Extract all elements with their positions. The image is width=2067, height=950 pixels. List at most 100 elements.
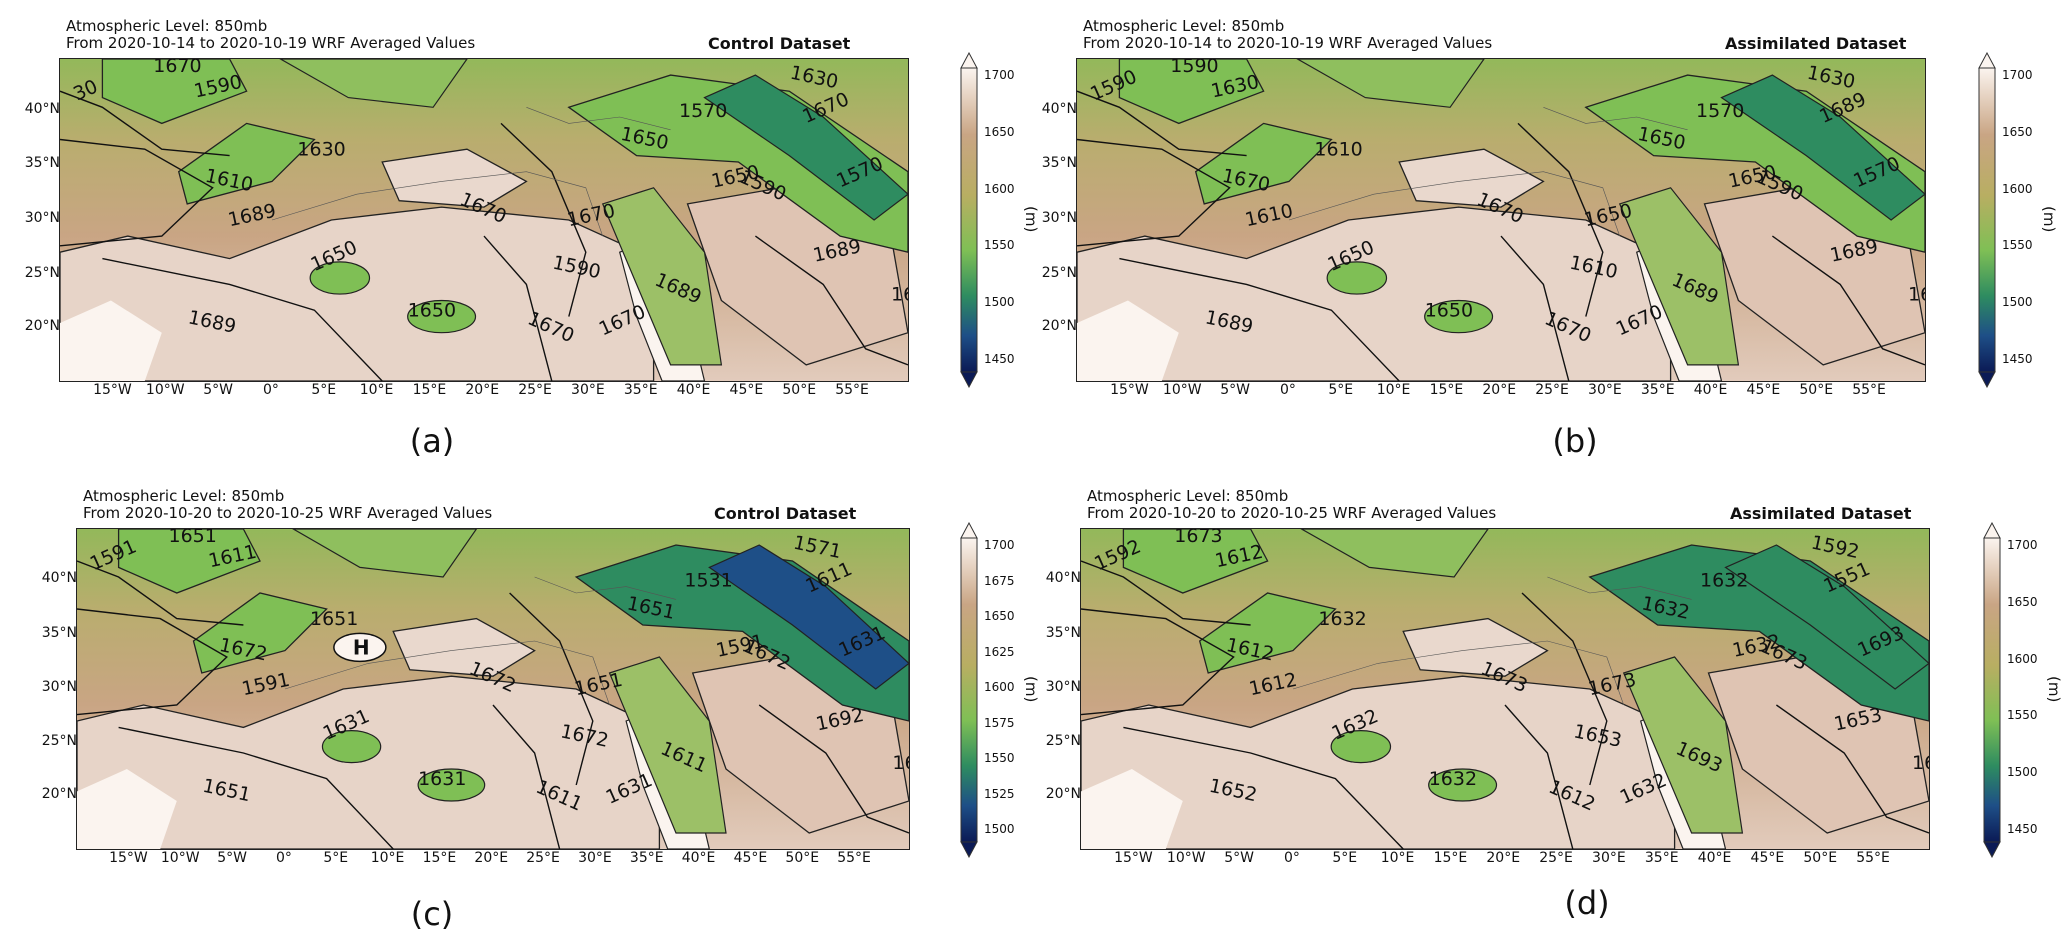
contour-region: [703, 74, 908, 221]
contour-region: [101, 59, 248, 125]
contour-region: [407, 299, 477, 334]
lat-tick-label: 20°N: [41, 786, 77, 803]
colorbar-tick-label: 1650: [984, 609, 1015, 623]
lon-tick-label: 45°E: [733, 850, 768, 866]
lon-tick-label: 35°E: [1644, 850, 1679, 866]
lat-tick-label: 25°N: [1045, 733, 1081, 750]
colorbar-tick-label: 1600: [2007, 651, 2038, 666]
lon-tick-label: 0°: [1283, 850, 1300, 866]
contour-region: [279, 59, 468, 108]
colorbar-extend-max: [1983, 522, 2001, 539]
colorbar: 1700 1675 1650 1625 1600 1575 1550 1525 1500 (m): [960, 522, 1040, 858]
colorbar-tick-label: 1675: [984, 573, 1015, 588]
panel-header-level: Atmospheric Level: 850mb: [83, 487, 285, 505]
contour-value-label: 1670: [891, 284, 908, 306]
contour-region: [417, 768, 486, 802]
colorbar-tick-label: 1575: [984, 715, 1015, 730]
contour-region: [192, 592, 328, 674]
panel-label: (d): [1564, 884, 1610, 922]
colorbar-tick-label: 1650: [2007, 594, 2038, 609]
lon-tick-label: 5°E: [1328, 382, 1354, 398]
lon-tick-label: 0°: [262, 382, 279, 398]
contour-value-label: 1631: [418, 768, 466, 790]
colorbar: 1700 1650 1600 1550 1500 1450 (m): [1983, 522, 2063, 858]
contour-value-label: 1610: [1314, 139, 1362, 161]
contour-region: [292, 529, 478, 578]
contour-line: [483, 235, 553, 381]
contour-value-label: 1531: [684, 570, 732, 592]
contour-line: [60, 90, 230, 157]
contour-line: [1504, 704, 1574, 849]
dataset-title: Control Dataset: [714, 504, 857, 523]
lon-tick-label: 25°E: [518, 382, 552, 398]
lon-tick-label: 0°: [275, 850, 292, 866]
panel-header-level: Atmospheric Level: 850mb: [1087, 487, 1289, 505]
colorbar-unit-label: (m): [2045, 676, 2063, 703]
contour-line: [1119, 257, 1400, 381]
lon-tick-label: 20°E: [1486, 850, 1521, 866]
contour-value-label: 1570: [1696, 100, 1744, 122]
contour-region: [177, 122, 316, 205]
lon-tick-label: 10°W: [1162, 382, 1202, 398]
lon-tick-label: 40°E: [1697, 850, 1732, 866]
lat-tick-label: 25°N: [41, 733, 77, 750]
dataset-title: Assimilated Dataset: [1725, 34, 1907, 53]
lon-tick-label: 5°W: [1224, 850, 1254, 866]
panel-c: Atmospheric Level: 850mb From 2020-10-20…: [0, 470, 1040, 950]
lon-tick-label: 15°W: [93, 382, 132, 398]
panel-label: (a): [409, 422, 455, 460]
lon-tick-label: 40°E: [1693, 382, 1728, 398]
contour-region: [1622, 656, 1744, 834]
contour-value-label: 1632: [1429, 768, 1477, 790]
contour-line: [1077, 90, 1247, 157]
lat-tick-label: 25°N: [24, 264, 60, 281]
contour-region: [60, 300, 162, 381]
panel-d: Atmospheric Level: 850mb From 2020-10-20…: [1017, 470, 2067, 950]
lat-tick-label: 35°N: [24, 155, 60, 172]
colorbar-extend-max: [960, 52, 978, 69]
lat-tick-label: 30°N: [1045, 679, 1081, 695]
colorbar-extend-min: [1983, 841, 2001, 858]
colorbar-tick-label: 1525: [984, 786, 1015, 801]
contour-value-label: 1651: [310, 608, 358, 630]
lon-tick-label: 40°E: [676, 382, 711, 398]
contour-region: [1424, 299, 1494, 334]
lon-tick-label: 50°E: [1803, 850, 1838, 866]
colorbar-tick-label: 1700: [2002, 68, 2033, 82]
contour-value-label: 1632: [1318, 608, 1366, 630]
colorbar-gradient: [1978, 52, 1996, 388]
lon-tick-label: 15°E: [412, 382, 447, 398]
contour-line: [758, 704, 909, 834]
colorbar-tick-label: 1550: [984, 238, 1015, 253]
contour-region: [1081, 675, 1676, 849]
contour-value-label: 1670: [1908, 284, 1925, 306]
colorbar-tick-label: 1550: [2007, 708, 2038, 723]
contour-region: [321, 730, 382, 764]
lon-tick-label: 25°E: [526, 850, 560, 866]
colorbar-tick-label: 1700: [984, 538, 1015, 552]
contour-region: [117, 529, 261, 594]
contour-region: [1122, 529, 1269, 594]
lon-tick-label: 10°E: [370, 850, 405, 866]
contour-region: [1402, 617, 1549, 677]
coastline: [1292, 640, 1624, 706]
lat-tick-label: 30°N: [41, 679, 77, 695]
colorbar-gradient: [1983, 522, 2001, 858]
panel-label: (c): [410, 895, 454, 933]
contour-region: [1118, 59, 1265, 125]
contour-region: [1398, 148, 1545, 208]
colorbar-tick-label: 1700: [984, 68, 1015, 82]
lon-tick-label: 35°E: [629, 850, 664, 866]
lat-tick-label: 40°N: [1045, 570, 1081, 587]
lon-tick-label: 50°E: [1799, 382, 1834, 398]
contour-region: [309, 261, 371, 295]
lon-tick-label: 5°E: [1332, 850, 1358, 866]
colorbar-tick-label: 1550: [2002, 238, 2033, 253]
lat-tick-label: 40°N: [24, 100, 60, 117]
lon-tick-label: 30°E: [1588, 382, 1622, 398]
lon-tick-label: 55°E: [837, 850, 871, 866]
contour-line: [509, 592, 594, 786]
lat-tick-label: 35°N: [1045, 624, 1081, 641]
colorbar-gradient: [960, 52, 978, 388]
lon-tick-label: 30°E: [578, 850, 612, 866]
